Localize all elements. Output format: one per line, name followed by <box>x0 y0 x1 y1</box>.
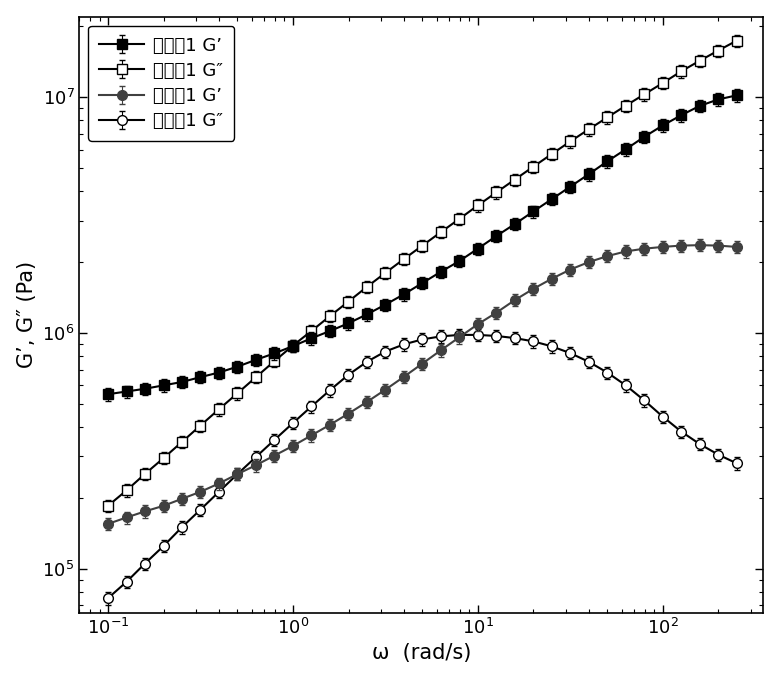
X-axis label: ω  (rad/s): ω (rad/s) <box>371 643 471 663</box>
Y-axis label: G’, G″ (Pa): G’, G″ (Pa) <box>16 261 37 369</box>
Legend: 实施例1 G’, 实施例1 G″, 对比例1 G’, 对比例1 G″: 实施例1 G’, 实施例1 G″, 对比例1 G’, 对比例1 G″ <box>88 26 234 141</box>
